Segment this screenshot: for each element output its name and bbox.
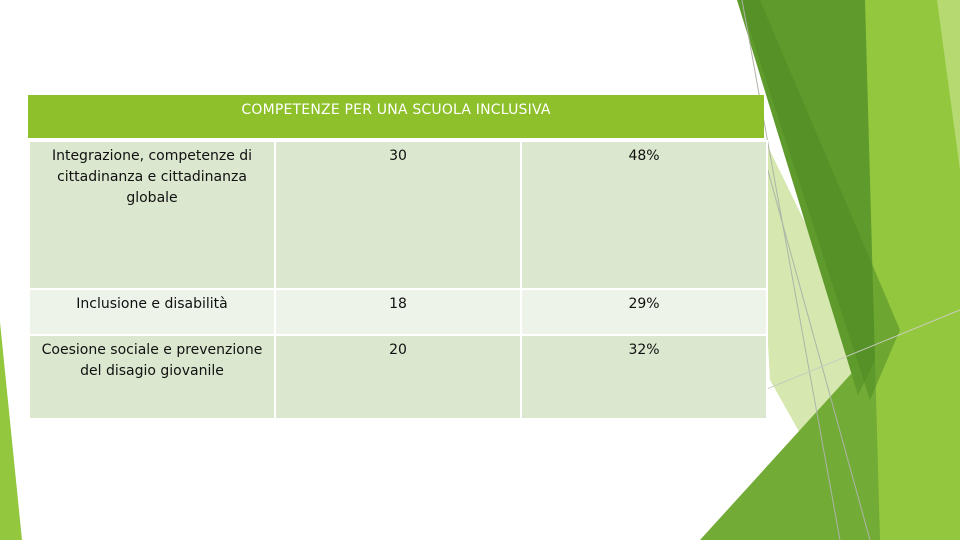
row-count: 18 bbox=[274, 288, 522, 336]
table-header: COMPETENZE PER UNA SCUOLA INCLUSIVA bbox=[28, 95, 764, 140]
row-percent: 32% bbox=[520, 334, 768, 420]
right-divider-line bbox=[741, 0, 841, 540]
row-percent: 48% bbox=[520, 140, 768, 290]
table-row: Coesione sociale e prevenzione del disag… bbox=[28, 334, 768, 420]
inclusive-school-table: COMPETENZE PER UNA SCUOLA INCLUSIVA Inte… bbox=[28, 95, 768, 421]
row-count: 20 bbox=[274, 334, 522, 420]
row-label: Inclusione e disabilità bbox=[28, 288, 276, 336]
right-light-facet bbox=[937, 0, 960, 170]
table-row: Integrazione, competenze di cittadinanza… bbox=[28, 140, 768, 290]
row-label: Integrazione, competenze di cittadinanza… bbox=[28, 140, 276, 290]
table-body: Integrazione, competenze di cittadinanza… bbox=[28, 140, 768, 420]
table-title: COMPETENZE PER UNA SCUOLA INCLUSIVA bbox=[241, 102, 551, 118]
right-divider-line bbox=[739, 309, 960, 401]
right-bright-facet bbox=[865, 0, 960, 540]
row-percent: 29% bbox=[520, 288, 768, 336]
row-count: 30 bbox=[274, 140, 522, 290]
row-label: Coesione sociale e prevenzione del disag… bbox=[28, 334, 276, 420]
table-row: Inclusione e disabilità 18 29% bbox=[28, 288, 768, 336]
left-accent-shape bbox=[0, 322, 22, 540]
right-deep-facet bbox=[740, 0, 900, 400]
right-divider-line bbox=[764, 159, 871, 540]
